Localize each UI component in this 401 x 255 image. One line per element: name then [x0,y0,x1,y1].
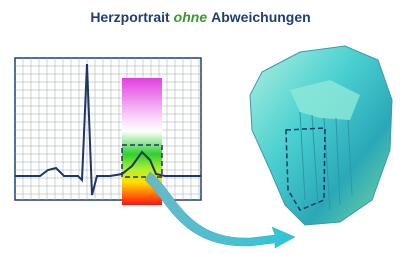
illustration [0,0,401,255]
ecg-panel [15,58,201,205]
heart-model [250,46,392,225]
page: HerzportraitohneAbweichungen [0,0,401,255]
